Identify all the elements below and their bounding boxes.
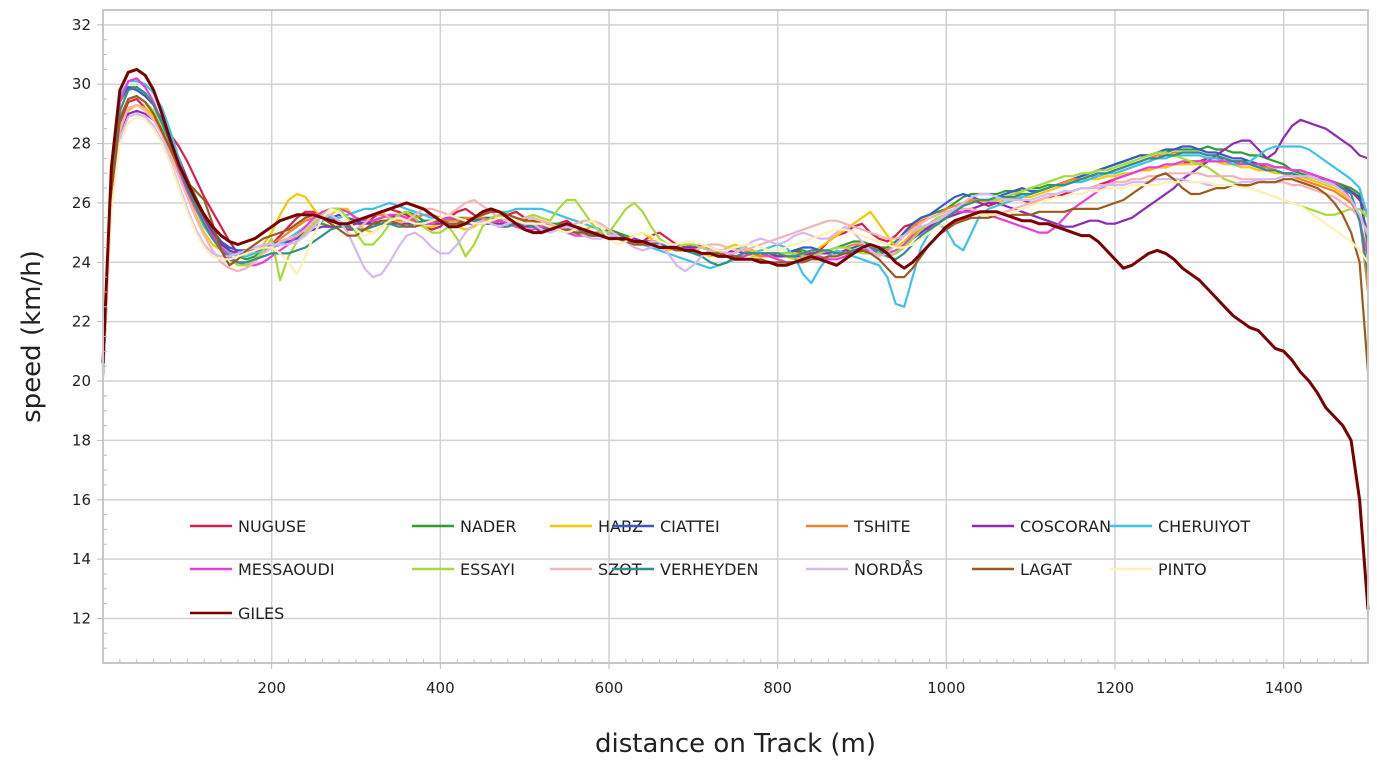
x-tick-label: 800 bbox=[763, 679, 792, 697]
x-tick-label: 600 bbox=[595, 679, 624, 697]
legend-label: PINTO bbox=[1158, 560, 1207, 579]
legend-label: TSHITE bbox=[853, 517, 911, 536]
y-tick-label: 26 bbox=[72, 194, 91, 212]
legend-label: LAGAT bbox=[1020, 560, 1072, 579]
y-tick-label: 18 bbox=[72, 431, 91, 449]
x-tick-label: 400 bbox=[426, 679, 455, 697]
axis-ticks: 200 400 600 800 1000 1200 1400 12 14 16 18 20 22 24 26… bbox=[72, 16, 1352, 697]
legend-label: COSCORAN bbox=[1020, 517, 1111, 536]
series-line-nordås bbox=[101, 112, 1370, 370]
y-tick-label: 28 bbox=[72, 135, 91, 153]
x-axis-title: distance on Track (m) bbox=[595, 729, 876, 759]
y-tick-label: 24 bbox=[72, 253, 91, 271]
legend-label: GILES bbox=[238, 604, 284, 623]
legend-label: NUGUSE bbox=[238, 517, 306, 536]
x-tick-label: 1400 bbox=[1265, 679, 1303, 697]
series-line-giles bbox=[101, 67, 1370, 610]
legend-label: NORDÅS bbox=[854, 560, 923, 579]
series-lines bbox=[101, 67, 1370, 610]
legend-label: ESSAYI bbox=[460, 560, 515, 579]
x-tick-label: 1200 bbox=[1096, 679, 1134, 697]
series-line-pinto bbox=[101, 115, 1369, 367]
y-tick-label: 22 bbox=[72, 313, 91, 331]
legend-label: CIATTEI bbox=[660, 517, 720, 536]
y-axis-title: speed (km/h) bbox=[17, 250, 47, 423]
legend-label: NADER bbox=[460, 517, 516, 536]
y-tick-label: 12 bbox=[72, 609, 91, 627]
y-tick-label: 16 bbox=[72, 491, 91, 509]
legend-label: VERHEYDEN bbox=[660, 560, 758, 579]
grid-lines bbox=[103, 10, 1368, 663]
y-tick-label: 20 bbox=[72, 372, 91, 390]
legend-label: CHERUIYOT bbox=[1158, 517, 1250, 536]
y-tick-label: 14 bbox=[72, 550, 91, 568]
y-tick-label: 30 bbox=[72, 75, 91, 93]
y-tick-label: 32 bbox=[72, 16, 91, 34]
x-tick-label: 200 bbox=[257, 679, 286, 697]
legend: NUGUSE NADER HABZ CIATTEI TSHITE COSCORAN CHER… bbox=[190, 517, 1250, 623]
x-tick-label: 1000 bbox=[927, 679, 965, 697]
legend-label: MESSAOUDI bbox=[238, 560, 335, 579]
